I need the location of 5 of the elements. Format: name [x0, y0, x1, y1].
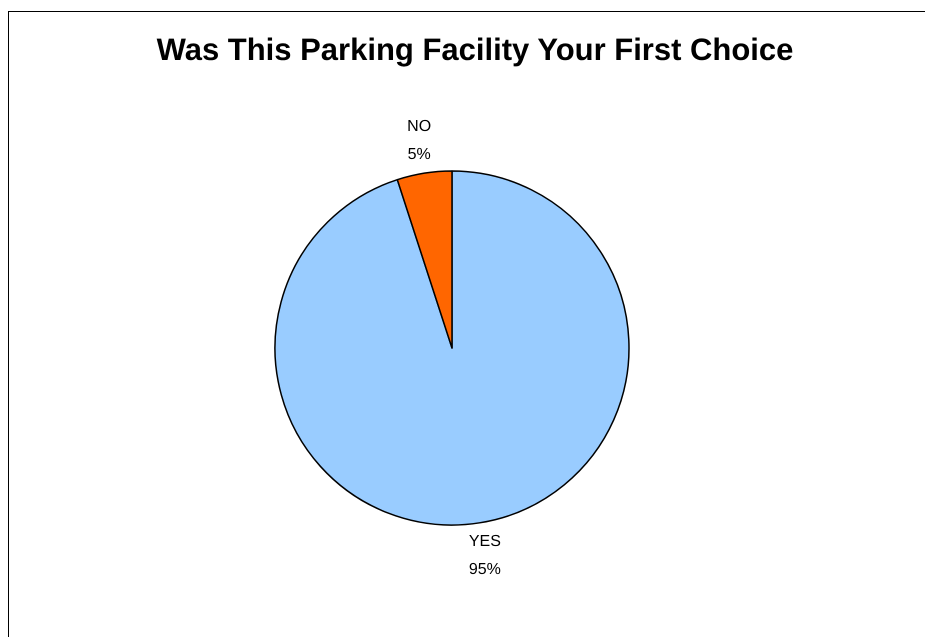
- data-label: 95%: [468, 560, 501, 578]
- chart-title: Was This Parking Facility Your First Choice: [156, 32, 794, 67]
- slice-label: NO: [407, 118, 432, 136]
- slice-label: YES: [468, 532, 501, 550]
- data-label: 5%: [408, 146, 431, 164]
